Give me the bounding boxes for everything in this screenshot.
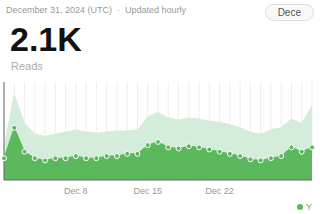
html-text:Dece: Dece	[277, 7, 301, 18]
html-text:Y: Y	[306, 202, 312, 212]
html-text:December 31, 2024 (UTC) · Upda: December 31, 2024 (UTC) · Updated hourly	[6, 5, 187, 15]
svg-text:Dec 8: Dec 8	[64, 186, 88, 196]
svg-text:Dec 22: Dec 22	[205, 186, 234, 196]
html-text:Reads: Reads	[11, 60, 43, 72]
svg-text:Dec 15: Dec 15	[133, 186, 162, 196]
html-text:2.1K: 2.1K	[10, 20, 82, 58]
